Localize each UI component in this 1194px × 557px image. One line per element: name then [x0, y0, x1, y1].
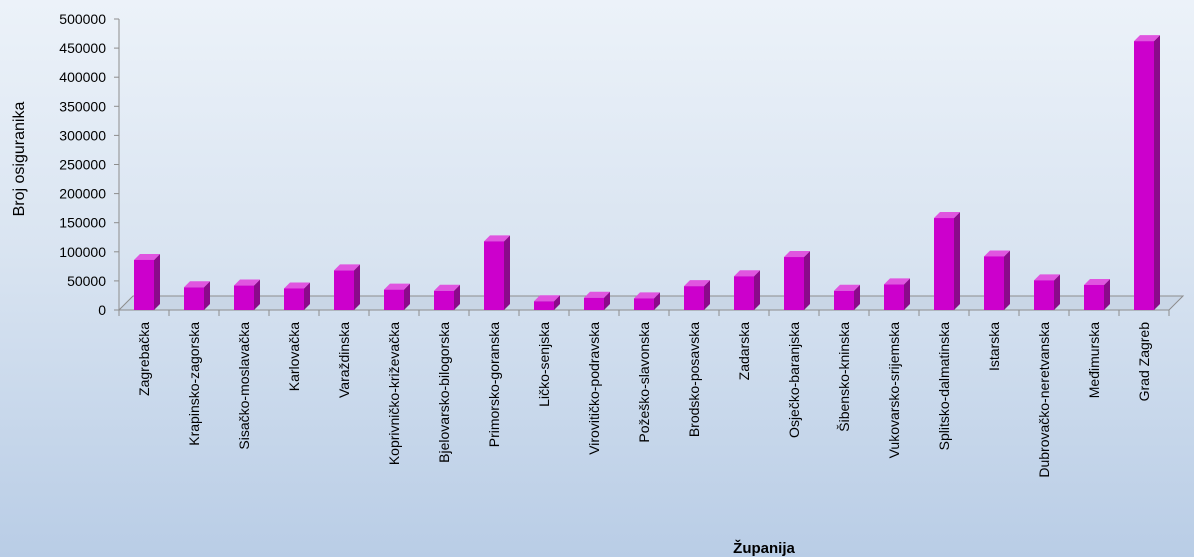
- bar: [134, 253, 160, 310]
- x-tick-label: Sisačko-moslavačka: [236, 322, 252, 450]
- bar: [734, 270, 760, 310]
- x-tick-label: Istarska: [986, 322, 1002, 371]
- x-tick-label: Koprivničko-križevačka: [386, 322, 402, 465]
- x-tick-label: Virovitičko-podravska: [586, 322, 602, 455]
- bar: [1034, 274, 1060, 310]
- bar: [534, 295, 560, 310]
- y-tick-label: 50000: [67, 273, 106, 289]
- bar: [334, 264, 360, 310]
- y-tick-label: 350000: [59, 98, 106, 114]
- bar: [484, 235, 510, 310]
- bar: [984, 250, 1010, 310]
- y-tick-label: 250000: [59, 157, 106, 173]
- bar: [934, 212, 960, 310]
- x-axis-title: Županija: [733, 539, 795, 557]
- x-tick-label: Grad Zagreb: [1136, 322, 1152, 402]
- y-tick-label: 0: [98, 302, 106, 318]
- y-tick-label: 400000: [59, 69, 106, 85]
- bar: [384, 283, 410, 310]
- y-tick-label: 500000: [59, 11, 106, 27]
- y-tick-label: 300000: [59, 127, 106, 143]
- y-axis-title: Broj osiguranika: [11, 102, 28, 217]
- bar: [284, 282, 310, 310]
- bar: [434, 284, 460, 310]
- x-tick-label: Ličko-senjska: [536, 322, 552, 407]
- x-tick-label: Osječko-baranjska: [786, 322, 802, 438]
- y-tick-label: 450000: [59, 40, 106, 56]
- x-tick-label: Karlovačka: [286, 322, 302, 391]
- y-tick-label: 150000: [59, 215, 106, 231]
- y-tick-label: 200000: [59, 186, 106, 202]
- x-tick-label: Međimurska: [1086, 322, 1102, 398]
- x-tick-label: Splitsko-dalmatinska: [936, 322, 952, 451]
- x-tick-label: Požeško-slavonska: [636, 322, 652, 443]
- x-tick-label: Varaždinska: [336, 322, 352, 398]
- bar: [1084, 278, 1110, 310]
- x-tick-label: Vukovarsko-srijemska: [886, 322, 902, 459]
- x-tick-label: Primorsko-goranska: [486, 322, 502, 447]
- bar: [234, 279, 260, 310]
- x-tick-label: Krapinsko-zagorska: [186, 322, 202, 446]
- x-tick-label: Zadarska: [736, 322, 752, 381]
- x-tick-label: Brodsko-posavska: [686, 322, 702, 437]
- y-tick-label: 100000: [59, 244, 106, 260]
- bar: [884, 278, 910, 310]
- bar: [584, 291, 610, 310]
- x-tick-label: Bjelovarsko-bilogorska: [436, 322, 452, 463]
- bar: [684, 280, 710, 310]
- x-tick-label: Šibensko-kninska: [836, 322, 852, 432]
- bar: [834, 284, 860, 310]
- x-tick-label: Dubrovačko-neretvanska: [1036, 322, 1052, 478]
- bar: [634, 292, 660, 310]
- bar: [1134, 35, 1160, 311]
- bar: [784, 251, 810, 310]
- bar: [184, 281, 210, 310]
- x-tick-label: Zagrebačka: [136, 322, 152, 396]
